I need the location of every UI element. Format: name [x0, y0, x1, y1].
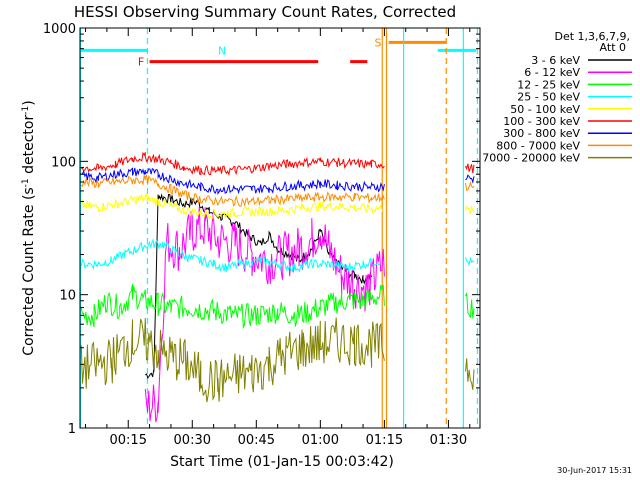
y-axis-label-sup1: -1: [21, 178, 31, 187]
footer-date: 30-Jun-2017 15:31: [557, 466, 632, 475]
series-line: [80, 193, 475, 220]
series-line: [81, 167, 475, 195]
series-line: [81, 151, 475, 176]
chart-title: HESSI Observing Summary Count Rates, Cor…: [74, 3, 456, 21]
x-tick-label: 00:15: [110, 433, 147, 448]
y-axis: 1 10 100 1000: [43, 22, 480, 437]
legend-entry-label: 25 - 50 keV: [517, 91, 580, 104]
y-tick-label: 1000: [43, 22, 76, 37]
y-axis-label-sup2: -1: [21, 106, 31, 115]
x-tick-label: 00:45: [238, 433, 275, 448]
legend-entry-label: 6 - 12 keV: [524, 66, 580, 79]
x-tick-label: 01:30: [430, 433, 467, 448]
legend-entry-label: 12 - 25 keV: [517, 78, 580, 91]
legend-header-line1: Det 1,3,6,7,9,: [554, 30, 630, 43]
y-tick-label: 100: [51, 155, 76, 170]
legend-entry-label: 3 - 6 keV: [531, 54, 580, 67]
flags-layer: N F S: [80, 36, 477, 69]
flag-label: S: [374, 36, 381, 49]
x-axis: 00:15 00:30 00:45 01:00 01:15 01:30: [85, 28, 471, 448]
legend-entry-label: 100 - 300 keV: [503, 115, 580, 128]
x-tick-label: 01:00: [302, 433, 339, 448]
legend-entry-label: 50 - 100 keV: [510, 103, 580, 116]
series-line: [80, 174, 475, 207]
flag-label: N: [218, 44, 226, 57]
y-axis-label-mid: detector: [21, 115, 37, 179]
y-tick-label: 10: [59, 289, 76, 304]
series-line: [144, 193, 373, 379]
legend-entry-label: 800 - 7000 keV: [496, 139, 580, 152]
y-axis-label: Corrected Count Rate (s-1 detector-1): [21, 100, 37, 355]
plot-frame: [79, 27, 481, 429]
x-tick-label: 00:30: [174, 433, 211, 448]
x-axis-label: Start Time (01-Jan-15 00:03:42): [170, 454, 394, 470]
y-tick-label: 1: [68, 422, 76, 437]
flag-label: F: [138, 56, 144, 69]
series-line: [80, 317, 475, 403]
series-line: [80, 238, 475, 273]
series-layer: [80, 151, 475, 423]
legend-entry-label: 7000 - 20000 keV: [482, 152, 580, 165]
y-axis-label-end: ): [21, 100, 37, 105]
x-tick-label: 01:15: [366, 433, 403, 448]
legend-entry-label: 300 - 800 keV: [503, 127, 580, 140]
series-line: [144, 206, 385, 423]
series-line: [80, 283, 475, 330]
legend-header-line2: Att 0: [600, 41, 626, 54]
y-axis-label-main: Corrected Count Rate (s: [21, 187, 37, 355]
